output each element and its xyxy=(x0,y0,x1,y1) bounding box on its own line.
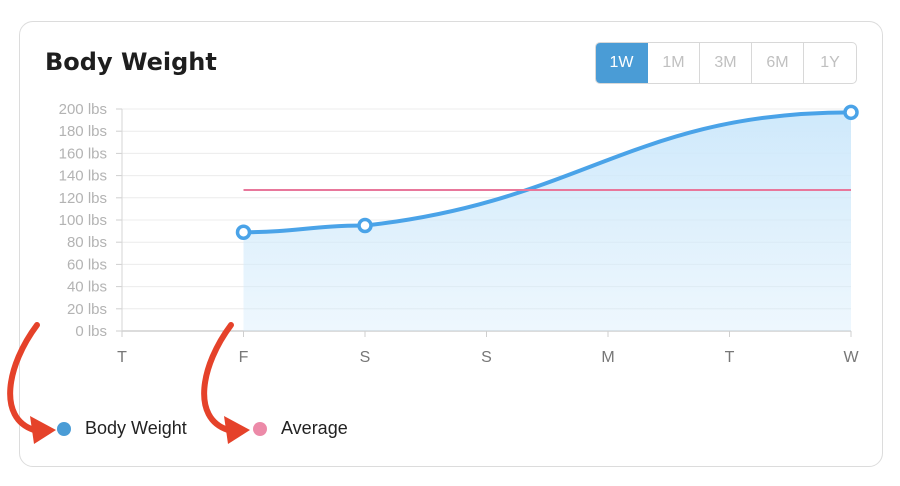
x-tick-label: M xyxy=(601,349,614,366)
y-tick-label: 160 lbs xyxy=(59,145,107,162)
arrow-icon-head xyxy=(30,416,56,444)
y-tick-label: 100 lbs xyxy=(59,212,107,229)
range-1w-button[interactable]: 1W xyxy=(596,43,648,83)
legend-label-body-weight: Body Weight xyxy=(85,418,187,438)
y-tick-label: 0 lbs xyxy=(75,323,107,340)
time-range-selector: 1W 1M 3M 6M 1Y xyxy=(595,42,857,84)
body-weight-legend-dot xyxy=(57,421,71,436)
arrow-icon-shaft xyxy=(201,322,234,433)
body-weight-point xyxy=(843,104,859,121)
x-tick-label: W xyxy=(843,349,859,366)
y-tick-label: 20 lbs xyxy=(67,301,107,318)
y-tick-label: 60 lbs xyxy=(67,256,107,273)
x-tick-label: T xyxy=(117,349,127,366)
x-tick-label: T xyxy=(725,349,735,366)
arrow-icon-head xyxy=(224,416,250,444)
range-6m-button[interactable]: 6M xyxy=(752,43,804,83)
x-tick-label: F xyxy=(239,349,249,366)
body-weight-point xyxy=(235,224,252,240)
body-weight-line xyxy=(241,110,853,235)
body-weight-point xyxy=(357,217,373,234)
y-tick-label: 140 lbs xyxy=(59,168,107,185)
legend-label-average: Average xyxy=(281,418,348,438)
range-1y-button[interactable]: 1Y xyxy=(820,54,840,71)
body-weight-area xyxy=(243,112,851,331)
x-tick-label: S xyxy=(481,349,492,366)
arrow-icon-shaft xyxy=(7,322,40,433)
y-tick-label: 80 lbs xyxy=(67,234,107,251)
y-tick-label: 120 lbs xyxy=(59,190,107,207)
legend-item-average[interactable]: Average xyxy=(253,418,348,439)
range-1m-button[interactable]: 1M xyxy=(648,43,700,83)
y-tick-label: 200 lbs xyxy=(59,101,107,118)
range-3m-button[interactable]: 3M xyxy=(700,43,752,83)
chart-title: Body Weight xyxy=(45,48,217,76)
y-tick-label: 180 lbs xyxy=(59,123,107,140)
y-tick-label: 40 lbs xyxy=(67,279,107,296)
x-tick-label: S xyxy=(360,349,371,366)
average-legend-dot xyxy=(253,421,267,436)
legend-item-body-weight[interactable]: Body Weight xyxy=(57,418,187,439)
